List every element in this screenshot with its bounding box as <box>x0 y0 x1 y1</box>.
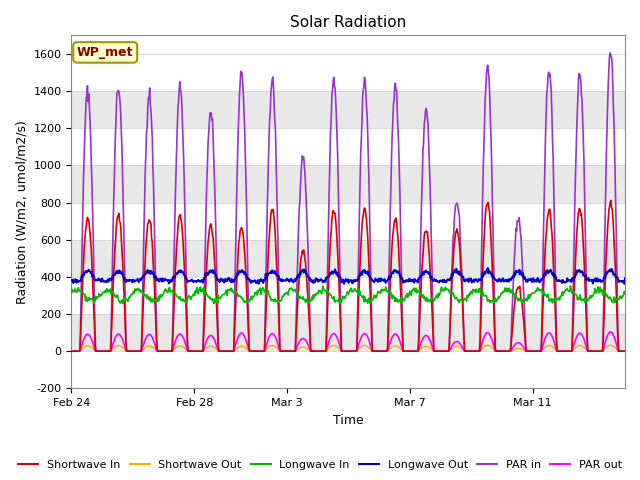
Legend: Shortwave In, Shortwave Out, Longwave In, Longwave Out, PAR in, PAR out: Shortwave In, Shortwave Out, Longwave In… <box>14 456 626 474</box>
Longwave In <box>269 297 277 302</box>
Longwave In <box>515 296 523 302</box>
Shortwave In <box>68 348 76 354</box>
Shortwave Out <box>484 342 492 348</box>
Longwave In <box>621 290 629 296</box>
Bar <box>72 91 625 128</box>
Longwave In <box>198 287 205 292</box>
PAR out <box>298 336 306 341</box>
Shortwave Out <box>298 344 306 350</box>
Shortwave Out <box>88 344 95 350</box>
Longwave In <box>68 289 76 295</box>
Bar <box>72 240 625 277</box>
Line: Shortwave Out: Shortwave Out <box>72 345 625 351</box>
PAR in <box>621 348 629 354</box>
Text: WP_met: WP_met <box>77 46 133 59</box>
Longwave In <box>566 283 574 288</box>
Shortwave In <box>88 246 95 252</box>
Bar <box>72 314 625 351</box>
Title: Solar Radiation: Solar Radiation <box>290 15 406 30</box>
PAR out <box>621 348 629 354</box>
Longwave In <box>382 284 390 290</box>
Longwave Out <box>198 278 205 284</box>
Shortwave Out <box>198 348 205 354</box>
Longwave Out <box>484 265 492 271</box>
Longwave Out <box>68 278 76 284</box>
PAR in <box>269 74 276 80</box>
PAR out <box>269 331 276 336</box>
PAR in <box>298 153 306 159</box>
Longwave In <box>210 300 218 306</box>
Line: PAR in: PAR in <box>72 53 625 351</box>
Line: Longwave Out: Longwave Out <box>72 268 625 284</box>
Bar <box>72 166 625 203</box>
Y-axis label: Radiation (W/m2, umol/m2/s): Radiation (W/m2, umol/m2/s) <box>15 120 28 304</box>
Shortwave In <box>515 285 522 291</box>
Longwave Out <box>515 267 523 273</box>
PAR in <box>381 348 389 354</box>
PAR out <box>607 329 614 335</box>
PAR in <box>607 50 614 56</box>
Shortwave Out <box>381 348 389 354</box>
Longwave In <box>299 294 307 300</box>
PAR in <box>198 348 205 354</box>
Longwave Out <box>269 269 276 275</box>
Shortwave In <box>607 198 615 204</box>
Shortwave In <box>381 348 389 354</box>
PAR in <box>515 217 522 223</box>
PAR out <box>381 348 389 354</box>
Line: Shortwave In: Shortwave In <box>72 201 625 351</box>
PAR in <box>88 160 95 166</box>
PAR out <box>88 336 95 342</box>
PAR in <box>68 348 76 354</box>
Longwave Out <box>298 268 306 274</box>
Shortwave Out <box>515 346 523 351</box>
Longwave Out <box>621 276 629 281</box>
PAR out <box>68 348 76 354</box>
Shortwave Out <box>621 348 629 354</box>
Line: Longwave In: Longwave In <box>72 286 625 303</box>
Longwave Out <box>621 281 628 287</box>
Shortwave Out <box>68 348 76 354</box>
PAR out <box>515 340 522 346</box>
Longwave Out <box>381 277 389 283</box>
Longwave In <box>88 296 95 302</box>
Line: PAR out: PAR out <box>72 332 625 351</box>
Shortwave In <box>298 248 306 254</box>
PAR out <box>198 348 205 354</box>
Shortwave In <box>621 348 629 354</box>
Shortwave In <box>269 206 276 212</box>
Longwave Out <box>88 269 95 275</box>
Shortwave In <box>198 348 205 354</box>
X-axis label: Time: Time <box>333 414 364 427</box>
Shortwave Out <box>269 343 276 348</box>
